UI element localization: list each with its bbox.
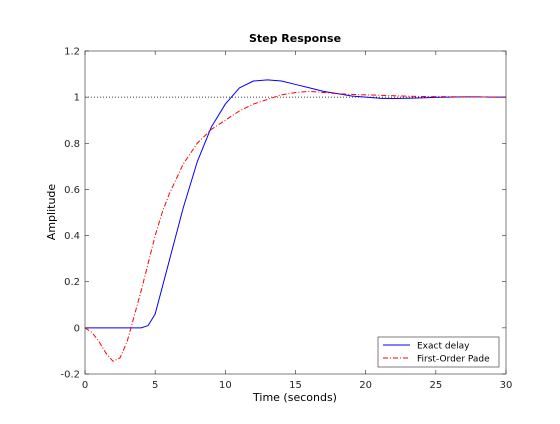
legend-label-first-order-pade: First-Order Pade — [417, 355, 490, 365]
x-axis-label: Time (seconds) — [252, 391, 337, 404]
y-tick-label: 0.6 — [64, 185, 80, 196]
y-tick-label: 0.8 — [64, 139, 80, 150]
y-tick-label: -0.2 — [60, 370, 80, 381]
x-tick-label: 10 — [219, 380, 232, 391]
y-tick-label: 0 — [74, 323, 80, 334]
y-tick-label: 1.2 — [64, 47, 80, 58]
x-tick-label: 25 — [429, 380, 442, 391]
x-tick-label: 20 — [359, 380, 372, 391]
legend-box — [377, 336, 500, 368]
legend-label-exact-delay: Exact delay — [417, 342, 470, 352]
y-tick-label: 1 — [74, 93, 80, 104]
x-tick-label: 15 — [289, 380, 302, 391]
legend: Exact delay First-Order Pade — [377, 336, 500, 368]
series-line-exact-delay — [85, 79, 506, 329]
y-axis-label: Amplitude — [45, 184, 58, 241]
y-tick-label: 0.4 — [64, 231, 80, 242]
x-tick-label: 30 — [500, 380, 513, 391]
x-tick-label: 5 — [152, 380, 158, 391]
plot-content — [84, 79, 506, 362]
series-line-first-order-pade — [84, 90, 506, 362]
y-tick-label: 0.2 — [64, 277, 80, 288]
axis-ticks: 0 5 10 15 20 25 30-0.200.20.40.60.811.2 — [60, 47, 512, 392]
chart-title: Step Response — [249, 32, 341, 45]
plot-background — [85, 51, 506, 374]
x-tick-label: 0 — [82, 380, 88, 391]
